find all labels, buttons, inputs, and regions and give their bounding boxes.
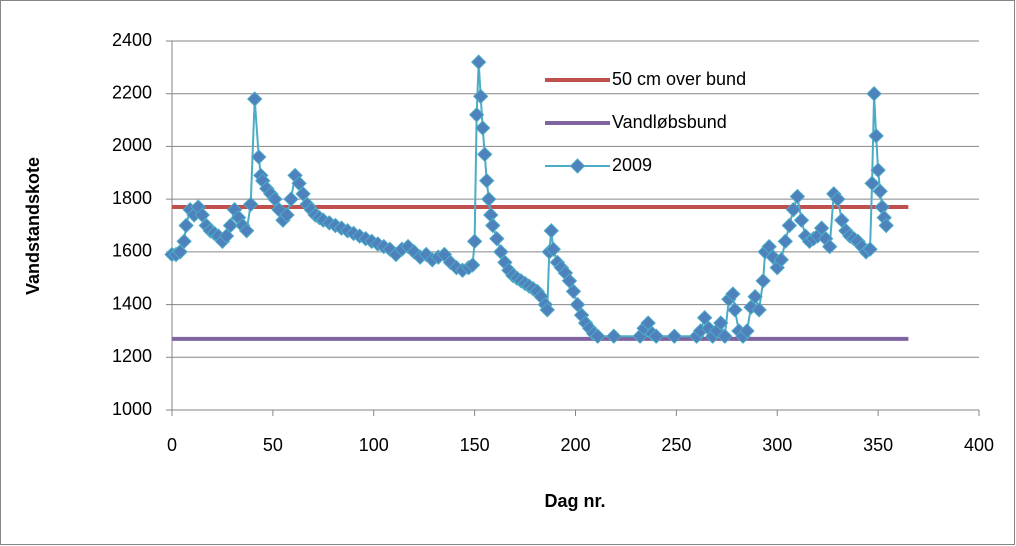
marker [418, 246, 434, 263]
marker [866, 86, 882, 102]
marker [539, 302, 555, 318]
marker [283, 191, 299, 207]
marker [470, 54, 487, 70]
marker [872, 183, 888, 199]
x-tick-label: 400 [964, 435, 994, 455]
y-tick-label: 1600 [112, 241, 152, 261]
x-tick-label: 150 [460, 435, 490, 455]
marker [238, 223, 255, 239]
marker [172, 244, 188, 260]
marker [717, 328, 733, 344]
marker [785, 201, 802, 218]
marker [648, 328, 664, 344]
marker [485, 217, 501, 234]
marker [479, 172, 495, 189]
marker [543, 223, 559, 239]
marker [751, 302, 767, 318]
marker [777, 233, 794, 250]
legend-label: 2009 [612, 155, 652, 175]
marker [862, 241, 878, 257]
marker [178, 217, 194, 234]
marker [489, 230, 505, 247]
marker [464, 257, 481, 273]
marker [242, 196, 259, 213]
y-tick-label: 1200 [112, 346, 152, 366]
marker [725, 286, 741, 302]
y-tick-label: 1800 [112, 188, 152, 208]
y-tick-label: 1000 [112, 399, 152, 419]
marker [793, 212, 810, 228]
y-tick-label: 2000 [112, 135, 152, 155]
marker [222, 217, 239, 234]
marker [789, 188, 806, 205]
x-tick-label: 100 [359, 435, 389, 455]
marker [739, 323, 755, 339]
marker [472, 88, 489, 105]
x-tick-label: 300 [762, 435, 792, 455]
x-axis-title: Dag nr. [544, 491, 605, 511]
marker [666, 328, 683, 344]
marker [755, 273, 771, 289]
marker [247, 91, 263, 107]
x-tick-label: 350 [863, 435, 893, 455]
marker [589, 328, 606, 344]
x-tick-label: 50 [263, 435, 283, 455]
marker [466, 233, 483, 250]
marker [830, 191, 846, 207]
marker [468, 107, 485, 123]
y-tick-label: 2200 [112, 82, 152, 102]
marker [481, 191, 497, 207]
marker [477, 146, 493, 163]
y-tick-label: 1400 [112, 293, 152, 313]
marker [713, 315, 729, 331]
marker [251, 149, 267, 165]
marker [864, 175, 880, 192]
x-tick-label: 200 [560, 435, 590, 455]
marker [868, 128, 884, 144]
x-tick-label: 250 [661, 435, 691, 455]
marker [474, 120, 491, 136]
y-tick-label: 2400 [112, 30, 152, 50]
marker [821, 238, 838, 255]
legend-label: Vandløbsbund [612, 112, 727, 132]
marker [545, 241, 562, 257]
x-tick-label: 0 [167, 435, 177, 455]
marker [773, 252, 789, 268]
legend-marker [569, 158, 586, 174]
marker [781, 217, 798, 234]
marker [565, 283, 582, 300]
marker [727, 302, 743, 318]
marker [747, 288, 763, 305]
y-axis-title: Vandstandskote [23, 157, 43, 295]
marker [279, 207, 295, 223]
marker [218, 228, 235, 244]
marker [870, 162, 886, 178]
marker [606, 328, 622, 344]
marker [743, 299, 759, 315]
legend-label: 50 cm over bund [612, 69, 746, 89]
marker [878, 217, 894, 234]
marker [176, 233, 192, 250]
